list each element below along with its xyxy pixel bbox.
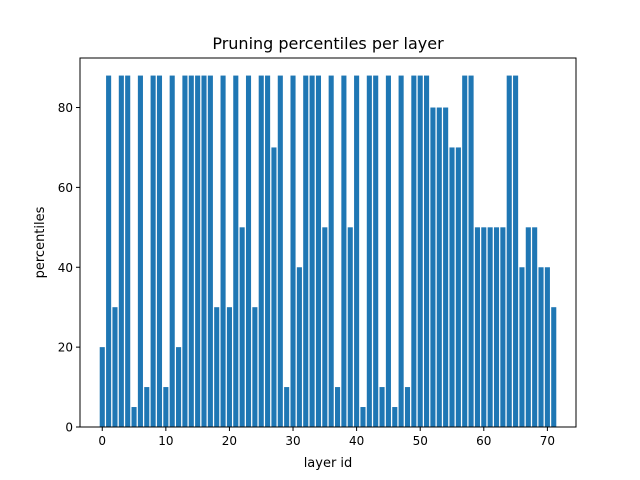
bar-layer-10 (163, 387, 169, 427)
x-tick-label: 40 (349, 434, 364, 448)
bar-layer-44 (379, 387, 385, 427)
bar-layer-42 (366, 75, 372, 427)
axes-frame (79, 57, 577, 428)
bar-layer-58 (468, 75, 474, 427)
bar-layer-69 (538, 267, 544, 427)
bar-layer-14 (188, 75, 194, 427)
bar-layer-13 (182, 75, 188, 427)
bar-layer-71 (551, 307, 557, 427)
bars-group (99, 75, 557, 428)
bar-layer-5 (131, 407, 137, 427)
x-tick-label: 70 (540, 434, 555, 448)
bar-layer-4 (125, 75, 131, 427)
bar-layer-9 (156, 75, 163, 427)
bar-layer-16 (201, 75, 207, 427)
y-tick-label: 20 (58, 341, 73, 355)
bar-layer-34 (315, 75, 322, 427)
x-tick-label: 50 (413, 434, 428, 448)
bar-layer-54 (443, 107, 449, 428)
bar-layer-49 (411, 75, 417, 427)
bar-layer-29 (284, 387, 290, 427)
bar-layer-3 (118, 75, 124, 427)
x-tick-label: 0 (98, 434, 106, 448)
bar-layer-11 (169, 75, 175, 427)
bar-layer-38 (341, 75, 347, 427)
y-tick-label: 0 (65, 421, 73, 435)
x-tick-label: 30 (285, 434, 300, 448)
bar-layer-60 (481, 227, 487, 427)
bar-layer-37 (334, 387, 341, 427)
bar-layer-1 (106, 75, 112, 427)
bar-layer-19 (220, 75, 226, 427)
bar-layer-0 (99, 347, 105, 427)
bar-layer-27 (271, 147, 277, 427)
bar-layer-62 (493, 227, 500, 427)
bar-layer-57 (462, 75, 468, 427)
x-axis-label: layer id (304, 456, 353, 471)
bar-layer-61 (487, 227, 493, 427)
bar-layer-28 (277, 75, 283, 427)
y-tick-label: 80 (58, 101, 73, 115)
y-axis-label: percentiles (33, 206, 48, 278)
bar-layer-36 (328, 75, 334, 427)
bar-layer-53 (436, 107, 442, 428)
bar-layer-18 (214, 307, 220, 427)
bar-layer-30 (290, 75, 296, 427)
bar-layer-12 (176, 347, 182, 427)
bar-layer-24 (252, 307, 258, 427)
bar-layer-20 (226, 307, 232, 427)
bar-layer-7 (144, 387, 150, 427)
x-tick-label: 60 (476, 434, 491, 448)
bar-layer-17 (207, 75, 213, 427)
bar-layer-64 (506, 75, 512, 427)
bar-layer-65 (513, 75, 519, 427)
bar-layer-31 (296, 267, 302, 427)
bar-layer-46 (392, 407, 398, 427)
bar-layer-32 (303, 75, 309, 427)
bar-layer-63 (500, 227, 506, 427)
bar-layer-43 (373, 75, 379, 427)
bar-layer-15 (195, 75, 201, 427)
bar-layer-68 (532, 227, 538, 427)
bar-layer-55 (449, 147, 455, 427)
bar-layer-56 (455, 147, 461, 427)
bar-layer-41 (360, 407, 366, 427)
bar-layer-70 (544, 267, 550, 427)
bar-layer-2 (112, 307, 118, 427)
bar-layer-59 (474, 227, 480, 427)
y-tick-label: 60 (58, 181, 73, 195)
bar-layer-48 (404, 387, 411, 427)
x-tick-label: 10 (158, 434, 173, 448)
x-tick-label: 20 (222, 434, 237, 448)
bar-layer-26 (265, 75, 271, 427)
bar-layer-67 (525, 227, 531, 427)
bar-layer-51 (424, 75, 430, 427)
chart-title: Pruning percentiles per layer (212, 34, 444, 53)
y-axis-ticks: 0 20 40 60 80 (58, 101, 80, 435)
bar-layer-23 (245, 75, 252, 427)
bar-layer-35 (322, 227, 328, 427)
bar-layer-6 (137, 75, 143, 427)
bar-layer-50 (417, 75, 423, 427)
bar-layer-21 (233, 75, 239, 427)
bar-layer-66 (519, 267, 525, 427)
bar-layer-47 (398, 75, 404, 427)
bar-layer-22 (239, 227, 245, 427)
bar-layer-40 (354, 75, 360, 427)
bar-layer-8 (150, 75, 156, 427)
bar-layer-25 (258, 75, 264, 427)
x-axis-ticks: 0 10 20 30 40 50 60 70 (98, 427, 555, 448)
bar-layer-39 (347, 227, 353, 427)
bar-layer-33 (309, 75, 315, 427)
y-tick-label: 40 (58, 261, 73, 275)
bar-layer-45 (385, 75, 391, 427)
bar-layer-52 (430, 107, 436, 428)
